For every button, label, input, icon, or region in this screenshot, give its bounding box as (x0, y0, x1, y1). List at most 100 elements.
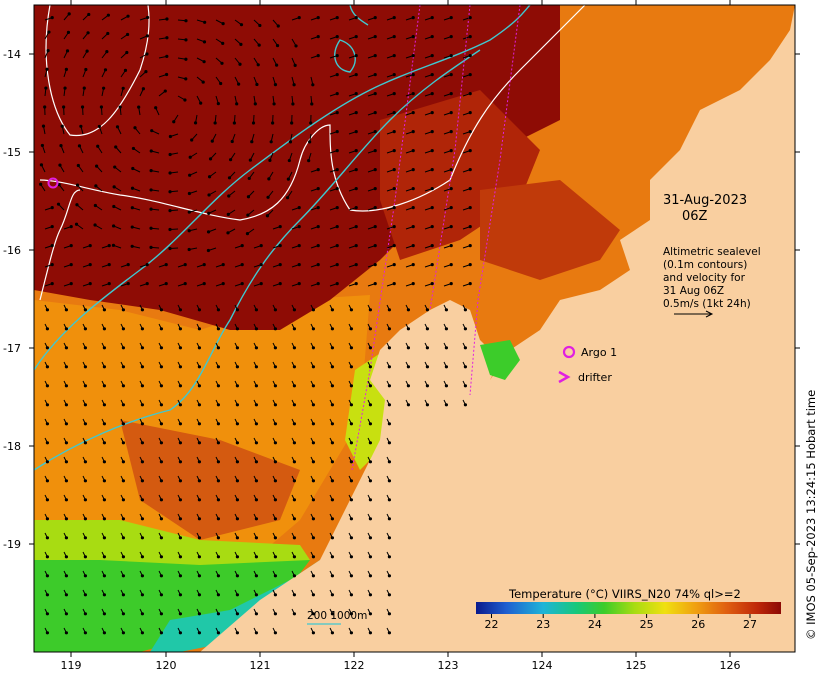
velocity-arrow-head (45, 384, 50, 388)
velocity-arrow-head (240, 282, 244, 286)
velocity-arrow-head (140, 422, 144, 426)
velocity-arrow-head (387, 536, 391, 540)
velocity-arrow-head (392, 111, 396, 115)
velocity-arrow-head (165, 36, 169, 40)
velocity-arrow-head (273, 327, 277, 331)
velocity-arrow-head (272, 102, 276, 106)
velocity-arrow-head (430, 111, 434, 115)
velocity-arrow-head (240, 263, 244, 267)
velocity-arrow-head (121, 574, 125, 578)
velocity-arrow-head (232, 121, 236, 125)
velocity-arrow-head (311, 346, 315, 350)
velocity-arrow-head (292, 612, 296, 616)
velocity-arrow-head (84, 67, 88, 72)
velocity-arrow-head (368, 365, 372, 369)
velocity-arrow-head (239, 23, 244, 27)
velocity-arrow-head (221, 22, 225, 26)
velocity-arrow-head (183, 282, 187, 286)
velocity-arrow-head (265, 214, 270, 218)
velocity-arrow-head (112, 224, 116, 228)
velocity-arrow-head (60, 124, 64, 128)
colorbar: Temperature (°C) VIIRS_N20 74% ql>=2 22 2… (476, 587, 781, 631)
velocity-arrow-head (75, 183, 80, 187)
velocity-arrow-head (43, 105, 47, 109)
bathy-legend: 200 1000m (307, 610, 367, 625)
velocity-arrow-head (74, 222, 79, 226)
velocity-arrow-head (207, 193, 211, 197)
velocity-arrow-head (121, 536, 125, 540)
velocity-arrow-head (468, 130, 472, 134)
velocity-arrow-head (292, 498, 296, 502)
colorbar-ticks: 22 23 24 25 26 27 (485, 614, 757, 631)
velocity-arrow-head (88, 282, 92, 286)
velocity-arrow-head (206, 230, 211, 234)
velocity-arrow-head (197, 612, 201, 616)
colorbar-tick-label: 27 (743, 618, 757, 631)
velocity-arrow-head (159, 460, 163, 464)
velocity-arrow-head (349, 631, 353, 635)
velocity-arrow-head (330, 612, 334, 616)
velocity-arrow-head (197, 365, 201, 369)
velocity-arrow-head (392, 149, 396, 153)
velocity-arrow-head (468, 263, 472, 267)
velocity-arrow-head (349, 384, 353, 388)
velocity-arrow-head (83, 479, 87, 483)
velocity-arrow-head (354, 16, 358, 20)
velocity-arrow-head (311, 536, 315, 540)
velocity-arrow-head (335, 73, 339, 77)
contour-line (39, 5, 586, 221)
velocity-arrow-head (126, 282, 130, 286)
velocity-arrow-head (273, 555, 277, 559)
velocity-arrow-head (444, 403, 448, 407)
lon-label: 122 (344, 659, 365, 672)
velocity-arrow-head (292, 346, 296, 350)
velocity-arrow-head (254, 498, 258, 502)
velocity-arrow-head (216, 102, 220, 106)
plot-area (34, 5, 795, 652)
velocity-arrow-head (468, 16, 472, 20)
velocity-arrow-head (266, 195, 270, 199)
velocity-arrow-head (83, 593, 87, 597)
velocity-arrow-head (294, 44, 298, 48)
velocity-arrow-head (449, 130, 453, 134)
velocity-arrow-head (449, 92, 453, 96)
velocity-arrow-head (444, 384, 448, 388)
velocity-arrow-head (387, 612, 391, 616)
velocity-arrow-head (149, 188, 153, 192)
velocity-arrow-head (297, 225, 301, 229)
velocity-arrow-head (102, 612, 106, 616)
velocity-arrow-head (354, 54, 358, 58)
velocity-arrow-head (140, 308, 144, 312)
velocity-arrow-head (411, 244, 415, 248)
velocity-arrow-head (216, 422, 220, 426)
velocity-arrow-head (59, 143, 63, 148)
lon-label: 119 (61, 659, 82, 672)
velocity-arrow-head (254, 612, 258, 616)
velocity-arrow-head (311, 460, 315, 464)
velocity-arrow-head (247, 176, 251, 181)
sea-dark-band (120, 420, 300, 540)
velocity-arrow-head (311, 365, 315, 369)
velocity-arrow-head (273, 479, 277, 483)
lon-label: 126 (720, 659, 741, 672)
velocity-arrow-head (75, 203, 79, 207)
velocity-arrow-head (239, 42, 243, 47)
velocity-arrow-head (140, 384, 144, 388)
velocity-arrow-head (411, 149, 415, 153)
velocity-arrow-head (184, 19, 188, 23)
velocity-arrow-head (94, 184, 98, 188)
velocity-arrow-head (387, 574, 391, 578)
velocity-arrow-head (45, 612, 50, 616)
velocity-arrow-head (77, 144, 82, 148)
velocity-arrow-head (140, 574, 144, 578)
velocity-arrow-head (216, 384, 220, 388)
velocity-arrow-head (273, 308, 277, 312)
velocity-arrow-head (316, 263, 320, 267)
velocity-arrow-head (311, 422, 315, 426)
velocity-arrow-head (168, 134, 173, 139)
credit-text: © IMOS 05-Sep-2023 13:24:15 Hobart time (804, 390, 818, 640)
velocity-arrow-head (114, 145, 118, 149)
velocity-arrow-head (83, 498, 87, 502)
velocity-arrow-head (102, 422, 106, 426)
colorbar-tick-label: 22 (485, 618, 499, 631)
